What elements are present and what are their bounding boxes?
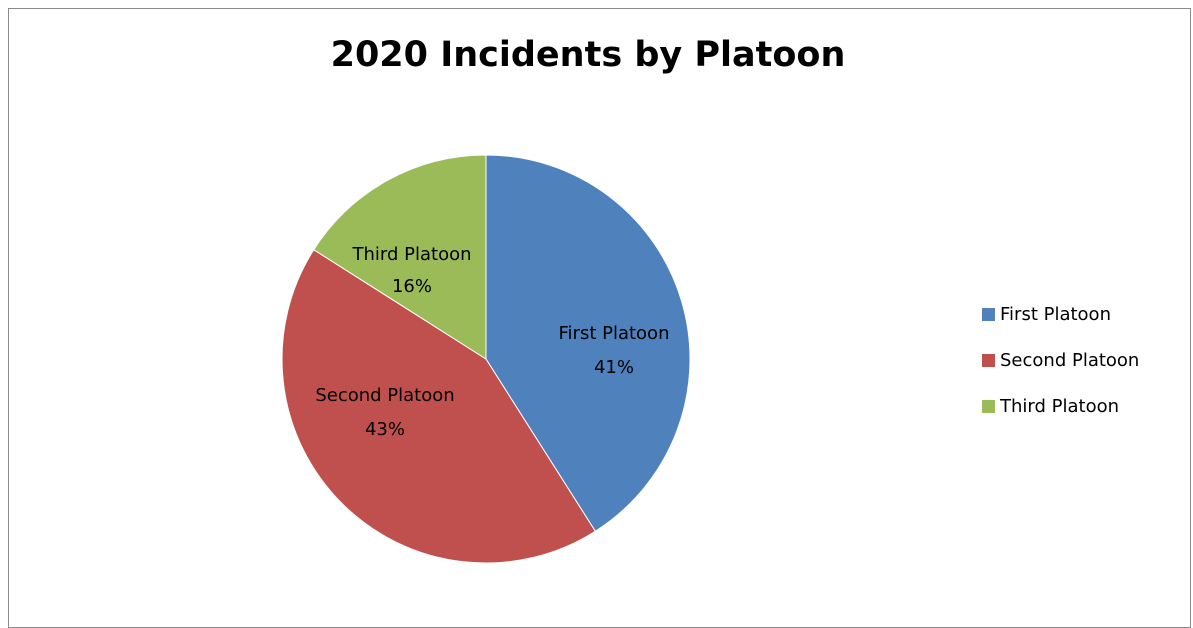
data-label-percent-third-platoon: 16%	[392, 276, 432, 297]
pie-slice-third-platoon	[313, 154, 487, 360]
data-label-percent-second-platoon: 43%	[365, 419, 405, 440]
pie-slice-second-platoon	[281, 249, 596, 564]
data-label-percent-first-platoon: 41%	[594, 357, 634, 378]
legend-item-third-platoon: Third Platoon	[982, 392, 1139, 421]
legend-swatch-third-platoon	[982, 400, 995, 413]
chart-legend: First Platoon Second Platoon Third Plato…	[982, 300, 1139, 438]
legend-swatch-second-platoon	[982, 354, 995, 367]
legend-item-second-platoon: Second Platoon	[982, 346, 1139, 375]
legend-swatch-first-platoon	[982, 308, 995, 321]
data-label-name-third-platoon: Third Platoon	[351, 244, 471, 265]
legend-label-second-platoon: Second Platoon	[1000, 350, 1140, 371]
legend-label-first-platoon: First Platoon	[1000, 304, 1111, 325]
legend-item-first-platoon: First Platoon	[982, 300, 1139, 329]
data-label-name-second-platoon: Second Platoon	[315, 385, 454, 406]
pie-slice-first-platoon	[485, 154, 691, 532]
pie-data-labels: First Platoon 41% Second Platoon 43% Third P…	[315, 244, 669, 440]
data-label-name-first-platoon: First Platoon	[559, 323, 670, 344]
pie-slices	[281, 154, 691, 564]
legend-label-third-platoon: Third Platoon	[1000, 396, 1120, 417]
chart-title: 2020 Incidents by Platoon	[330, 35, 846, 75]
